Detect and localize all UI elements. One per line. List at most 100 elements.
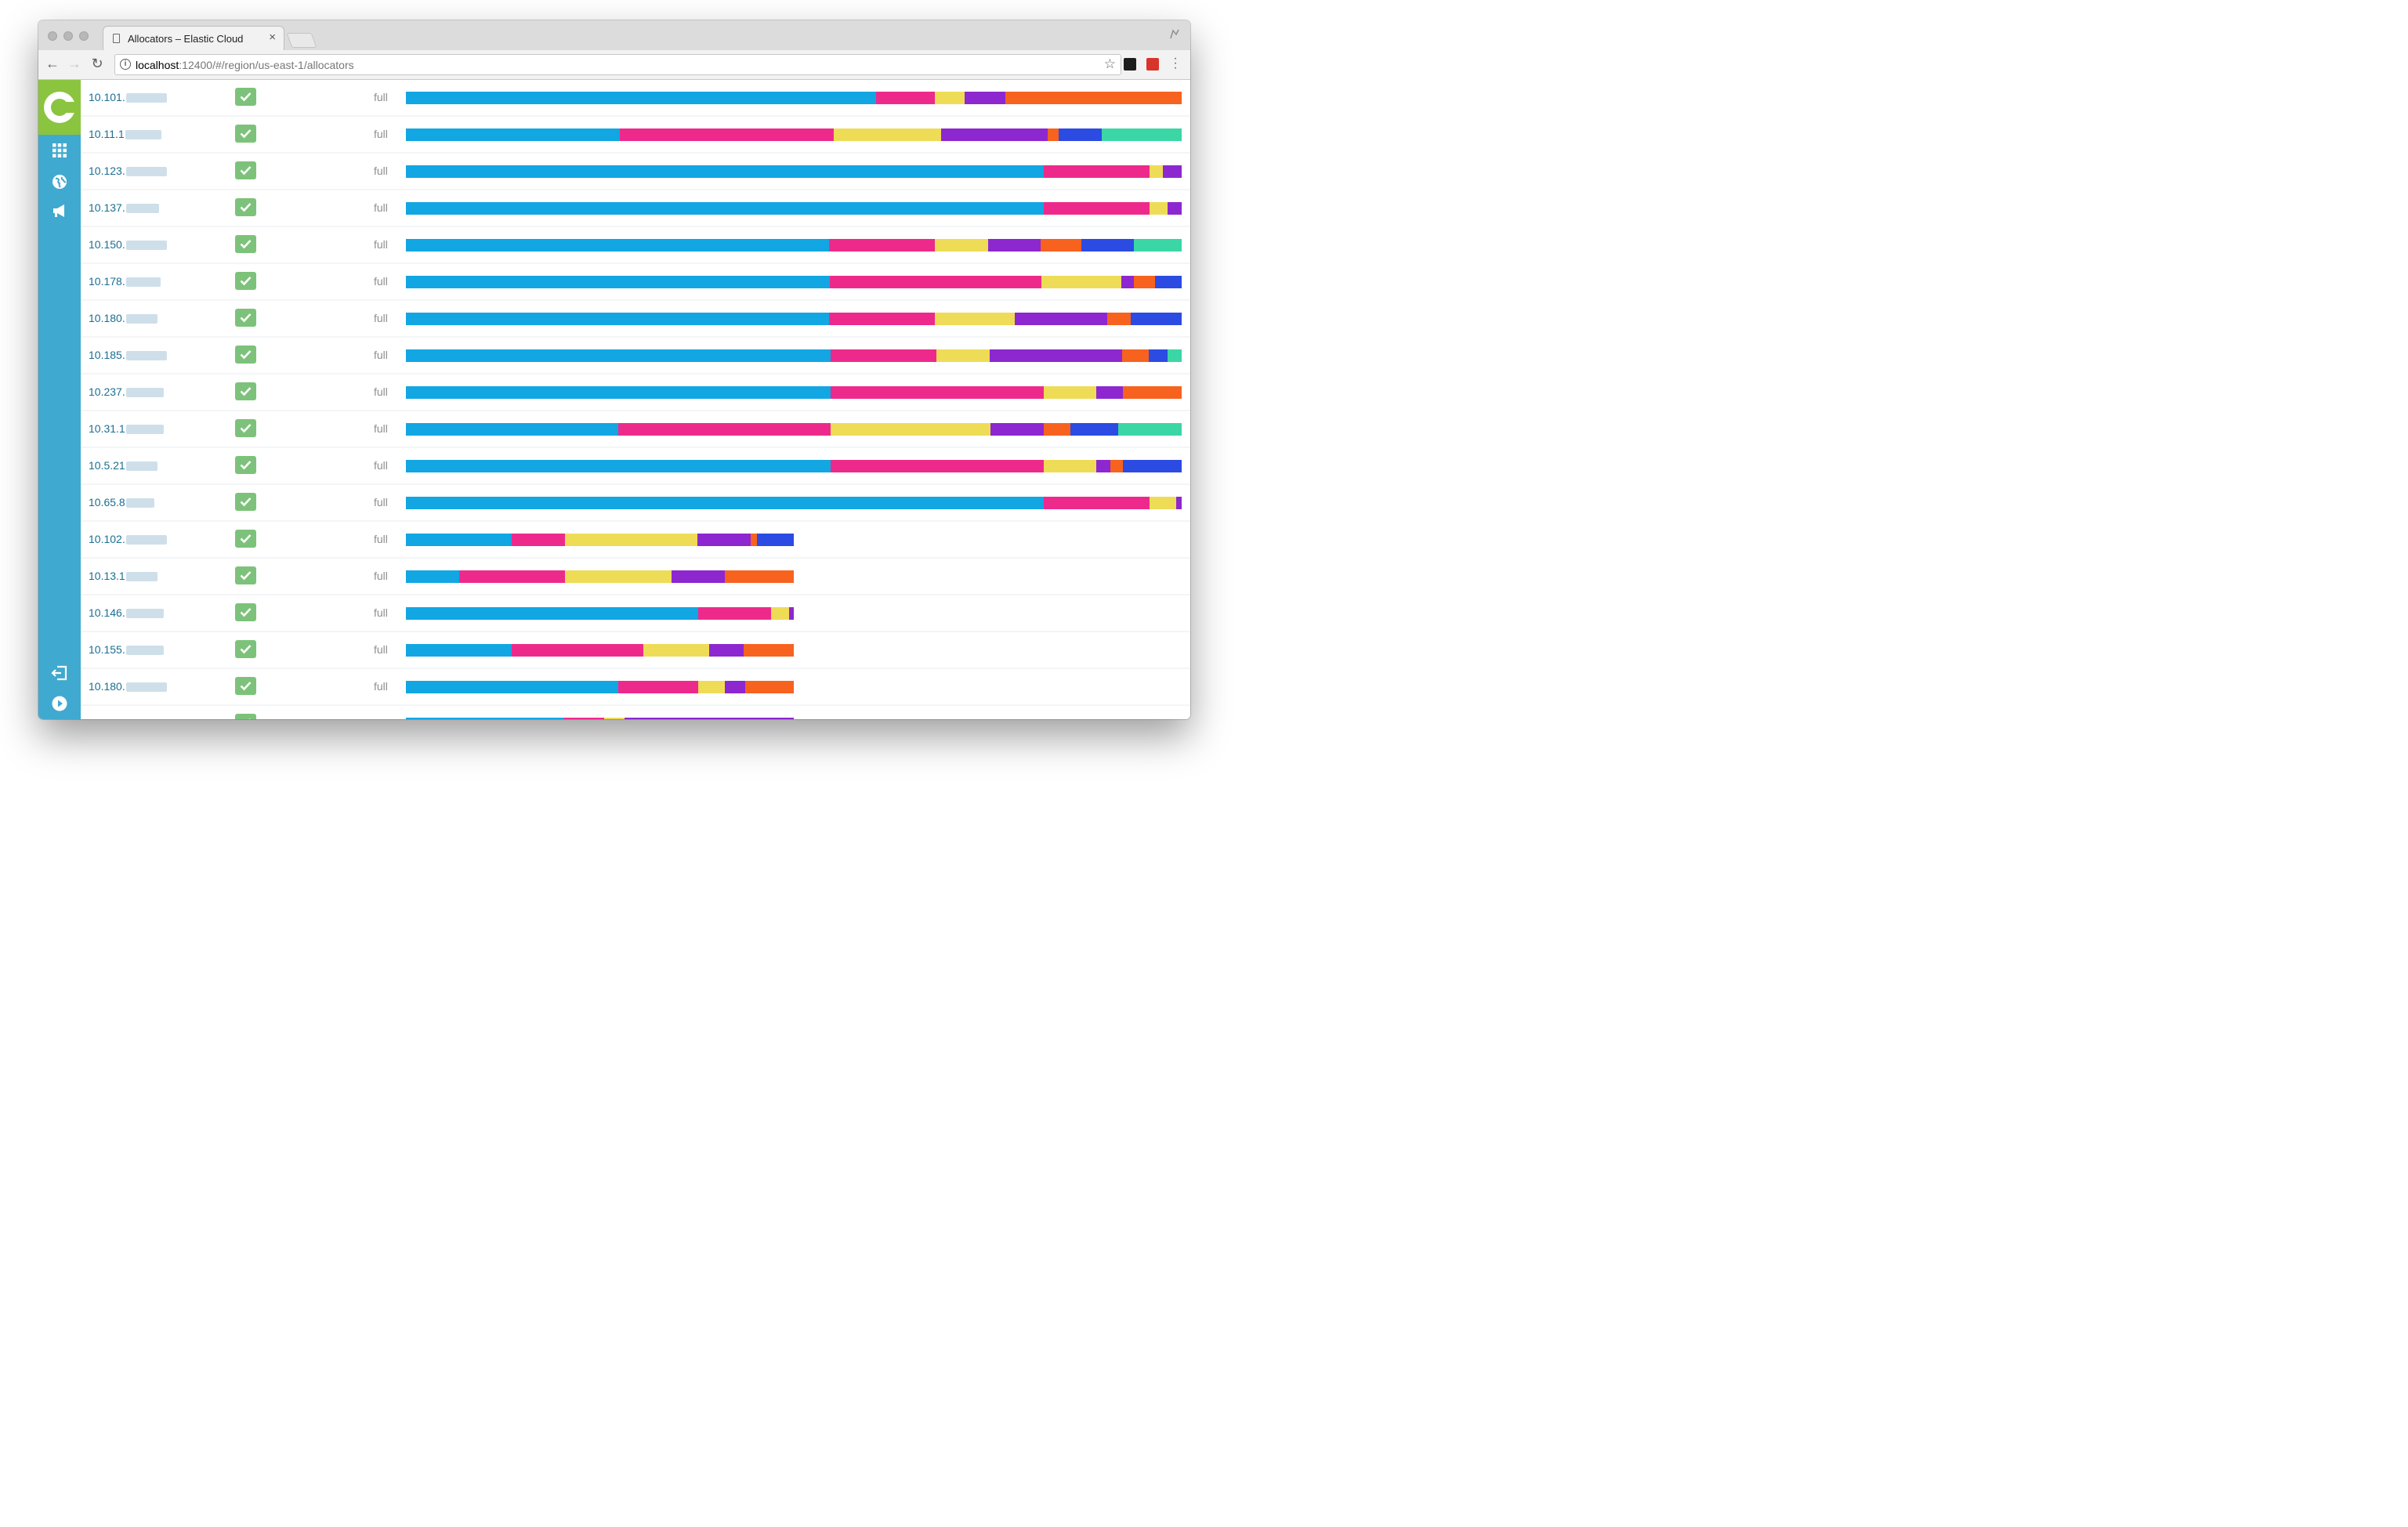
capacity-segment-blue[interactable] <box>406 497 1044 509</box>
capacity-segment-blue[interactable] <box>406 202 1044 215</box>
capacity-segment-magenta[interactable] <box>829 239 936 251</box>
capacity-segment-orange[interactable] <box>750 534 757 546</box>
capacity-segment-purple[interactable] <box>1168 202 1182 215</box>
allocator-ip-link[interactable]: 10.123. <box>89 165 167 177</box>
capacity-segment-purple[interactable] <box>1014 313 1108 325</box>
capacity-segment-orange[interactable] <box>1005 92 1182 104</box>
capacity-segment-orange[interactable] <box>1110 460 1124 472</box>
profile-icon[interactable] <box>1168 27 1181 44</box>
capacity-segment-orange[interactable] <box>1043 423 1070 436</box>
capacity-segment-magenta[interactable] <box>830 349 937 362</box>
capacity-segment-yellow[interactable] <box>936 349 990 362</box>
allocator-ip-link[interactable]: 10.185. <box>89 349 167 361</box>
address-bar[interactable]: i localhost:12400/#/region/us-east-1/all… <box>114 54 1121 75</box>
capacity-segment-purple[interactable] <box>789 607 794 620</box>
capacity-segment-purple[interactable] <box>1121 276 1135 288</box>
capacity-segment-orange[interactable] <box>1134 276 1156 288</box>
capacity-segment-magenta[interactable] <box>697 607 772 620</box>
allocator-ip-link[interactable]: 10.237. <box>89 385 164 398</box>
allocator-ip-link[interactable]: 10.13.1 <box>89 570 158 582</box>
capacity-segment-purple[interactable] <box>724 681 745 693</box>
allocator-ip-link[interactable]: 10.180. <box>89 312 158 324</box>
capacity-segment-orange[interactable] <box>744 681 794 693</box>
extension-icon[interactable] <box>1124 58 1136 71</box>
capacity-segment-teal[interactable] <box>1101 128 1182 141</box>
capacity-segment-magenta[interactable] <box>620 128 835 141</box>
capacity-segment-magenta[interactable] <box>831 460 1044 472</box>
capacity-segment-yellow[interactable] <box>697 681 725 693</box>
capacity-segment-magenta[interactable] <box>831 386 1044 399</box>
capacity-segment-blue[interactable] <box>406 386 831 399</box>
capacity-segment-magenta[interactable] <box>829 276 1042 288</box>
capacity-segment-yellow[interactable] <box>1150 202 1168 215</box>
play-circle-icon[interactable] <box>50 694 69 713</box>
capacity-segment-yellow[interactable] <box>831 423 990 436</box>
capacity-segment-navy[interactable] <box>1155 276 1182 288</box>
capacity-segment-orange[interactable] <box>1122 349 1149 362</box>
capacity-segment-orange[interactable] <box>1107 313 1132 325</box>
new-tab-button[interactable] <box>286 33 317 48</box>
browser-menu-icon[interactable]: · · · <box>1173 52 1178 74</box>
allocator-ip-link[interactable]: 10.146. <box>89 606 164 619</box>
allocator-ip-link[interactable]: 10.137. <box>89 201 159 214</box>
capacity-segment-magenta[interactable] <box>512 534 565 546</box>
capacity-segment-purple[interactable] <box>672 570 725 583</box>
allocator-ip-link[interactable]: 10.11.1 <box>89 128 161 140</box>
capacity-segment-purple[interactable] <box>625 718 794 719</box>
capacity-segment-purple[interactable] <box>1096 460 1111 472</box>
allocator-ip-link[interactable]: 10.150. <box>89 238 167 251</box>
allocator-ip-link[interactable]: 10.180. <box>89 680 167 693</box>
apps-grid-icon[interactable] <box>50 141 69 160</box>
elastic-cloud-logo[interactable] <box>38 80 81 135</box>
capacity-segment-magenta[interactable] <box>618 423 831 436</box>
capacity-segment-yellow[interactable] <box>935 92 965 104</box>
allocator-ip-link[interactable]: 10.178. <box>89 275 161 288</box>
capacity-segment-purple[interactable] <box>709 644 744 657</box>
capacity-segment-blue[interactable] <box>406 718 565 719</box>
capacity-segment-purple[interactable] <box>1176 497 1182 509</box>
capacity-segment-navy[interactable] <box>1070 423 1118 436</box>
tab-close-icon[interactable]: × <box>269 31 276 44</box>
capacity-segment-purple[interactable] <box>989 349 1123 362</box>
capacity-segment-blue[interactable] <box>406 128 621 141</box>
capacity-segment-yellow[interactable] <box>935 239 988 251</box>
capacity-segment-blue[interactable] <box>406 349 831 362</box>
capacity-segment-yellow[interactable] <box>564 534 697 546</box>
capacity-segment-yellow[interactable] <box>565 570 672 583</box>
capacity-segment-blue[interactable] <box>406 460 831 472</box>
capacity-segment-orange[interactable] <box>743 644 794 657</box>
capacity-segment-purple[interactable] <box>964 92 1005 104</box>
allocator-ip-link[interactable]: 10.5.21 <box>89 459 158 472</box>
capacity-segment-magenta[interactable] <box>829 313 936 325</box>
allocator-ip-link[interactable]: 10.31.1 <box>89 422 164 435</box>
capacity-segment-yellow[interactable] <box>1043 460 1097 472</box>
capacity-segment-blue[interactable] <box>406 423 619 436</box>
capacity-segment-navy[interactable] <box>1058 128 1102 141</box>
capacity-segment-navy[interactable] <box>1148 349 1168 362</box>
capacity-segment-navy[interactable] <box>1131 313 1182 325</box>
zoom-window-button[interactable] <box>79 31 89 41</box>
capacity-segment-blue[interactable] <box>406 313 830 325</box>
capacity-segment-purple[interactable] <box>990 423 1044 436</box>
capacity-segment-yellow[interactable] <box>1150 165 1163 178</box>
capacity-segment-orange[interactable] <box>1041 239 1081 251</box>
forward-icon[interactable]: → <box>67 56 81 71</box>
url-text[interactable]: localhost:12400/#/region/us-east-1/alloc… <box>136 59 354 71</box>
capacity-segment-purple[interactable] <box>697 534 751 546</box>
allocator-ip-link[interactable]: 10.101. <box>89 91 167 103</box>
capacity-segment-magenta[interactable] <box>458 570 566 583</box>
megaphone-icon[interactable] <box>50 201 69 220</box>
capacity-segment-blue[interactable] <box>406 92 876 104</box>
capacity-segment-magenta[interactable] <box>1043 202 1150 215</box>
capacity-segment-yellow[interactable] <box>1041 276 1121 288</box>
back-icon[interactable]: ← <box>45 56 60 71</box>
capacity-segment-blue[interactable] <box>406 276 830 288</box>
capacity-segment-navy[interactable] <box>1123 460 1182 472</box>
minimize-window-button[interactable] <box>63 31 73 41</box>
capacity-segment-navy[interactable] <box>1081 239 1135 251</box>
capacity-segment-purple[interactable] <box>940 128 1048 141</box>
capacity-segment-purple[interactable] <box>1162 165 1182 178</box>
capacity-segment-magenta[interactable] <box>511 644 644 657</box>
capacity-segment-yellow[interactable] <box>935 313 1015 325</box>
capacity-segment-yellow[interactable] <box>1150 497 1177 509</box>
